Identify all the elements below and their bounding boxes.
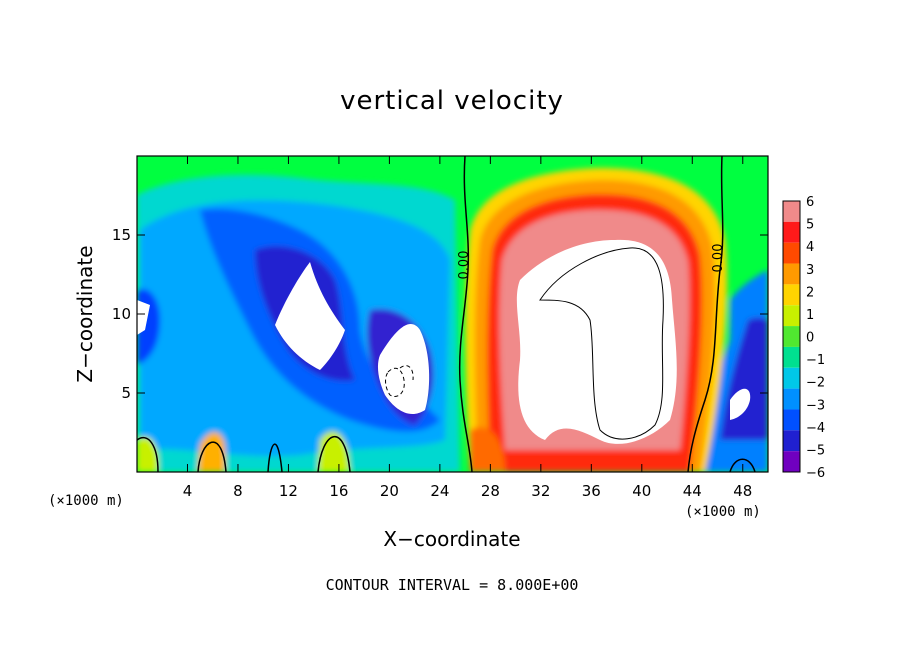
colorbar-label: 0 <box>806 331 814 346</box>
x-unit-right: (×1000 m) <box>685 504 761 520</box>
downdraft-core-2 <box>377 324 430 415</box>
colorbar-swatch <box>783 409 800 431</box>
colorbar-swatch <box>783 451 800 472</box>
x-tick-label: 40 <box>632 482 651 500</box>
x-axis-ticks: 4 8 12 16 20 24 28 32 36 40 44 48 <box>183 156 752 500</box>
x-axis-title: X−coordinate <box>383 527 520 551</box>
x-tick-label: 36 <box>582 482 601 500</box>
colorbar-swatch <box>783 263 800 285</box>
colorbar-label: −6 <box>806 466 825 481</box>
downdraft-dashed-contour <box>385 365 414 397</box>
colorbar-swatch <box>783 221 800 243</box>
colorbar-swatch <box>783 430 800 452</box>
colorbar: 6 5 4 3 2 1 0 −1 −2 −3 −4 −5 −6 <box>782 195 825 481</box>
x-tick-label: 16 <box>329 482 348 500</box>
colorbar-label: 5 <box>806 218 814 233</box>
downdraft-core-1 <box>275 262 345 370</box>
ground-blob-1 <box>198 432 225 472</box>
colorbar-label: 6 <box>806 195 814 210</box>
x-tick-label: 20 <box>380 482 399 500</box>
x-unit-left: (×1000 m) <box>48 493 124 509</box>
x-tick-label: 8 <box>233 482 243 500</box>
y-axis-ticks: 5 10 15 <box>112 226 768 402</box>
x-tick-label: 44 <box>683 482 702 500</box>
y-tick-label: 5 <box>121 384 131 402</box>
downdraft-core-4 <box>137 300 150 335</box>
colorbar-swatch <box>783 305 800 327</box>
x-tick-label: 4 <box>183 482 193 500</box>
colorbar-label: −3 <box>806 398 825 413</box>
updraft-region-left-warm <box>470 427 505 472</box>
y-axis-title: Z−coordinate <box>73 245 97 382</box>
colorbar-frame <box>782 200 801 473</box>
colorbar-swatch <box>783 201 800 222</box>
x-tick-label: 48 <box>733 482 752 500</box>
chart-title: vertical velocity <box>340 86 564 116</box>
ground-contours <box>137 435 756 472</box>
downdraft-core-3 <box>730 388 751 420</box>
contour-label-right: 0.00 <box>711 244 726 273</box>
x-tick-label: 24 <box>430 482 449 500</box>
x-tick-label: 28 <box>481 482 500 500</box>
colorbar-label: −4 <box>806 421 825 436</box>
y-tick-label: 10 <box>112 305 131 323</box>
colorbar-swatch <box>783 242 800 264</box>
zero-contour-left <box>458 156 473 472</box>
colorbar-swatch <box>783 346 800 368</box>
colorbar-swatch <box>783 388 800 410</box>
colorbar-label: 1 <box>806 308 814 323</box>
colorbar-label: −2 <box>806 376 825 391</box>
updraft-core-contour <box>539 247 664 440</box>
contour-interval: CONTOUR INTERVAL = 8.000E+00 <box>325 576 579 594</box>
colorbar-label: 3 <box>806 263 814 278</box>
colorbar-label: 2 <box>806 285 814 300</box>
contour-label-left: 0.00 <box>457 251 472 280</box>
zero-contour-right <box>687 156 724 472</box>
colorbar-label: 4 <box>806 240 814 255</box>
x-tick-label: 32 <box>531 482 550 500</box>
colorbar-swatch <box>783 367 800 389</box>
colorbar-swatch <box>783 326 800 347</box>
updraft-core <box>516 239 677 444</box>
y-tick-label: 15 <box>112 226 131 244</box>
colorbar-swatch <box>783 284 800 306</box>
x-tick-label: 12 <box>279 482 298 500</box>
plot-area <box>137 156 768 472</box>
colorbar-label: −5 <box>806 443 825 458</box>
colorbar-label: −1 <box>806 353 825 368</box>
